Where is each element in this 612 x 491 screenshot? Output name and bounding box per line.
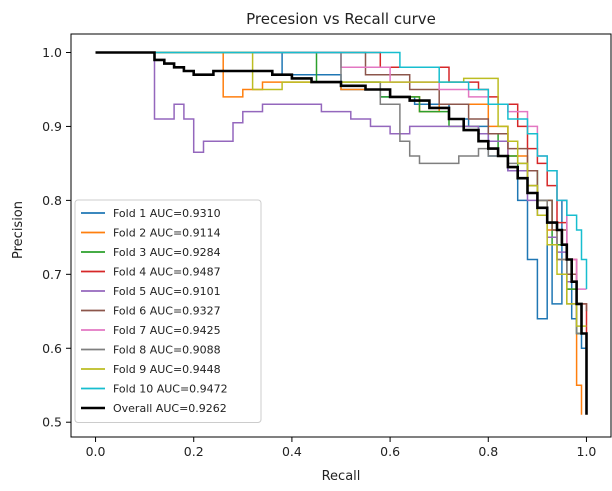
axes-layer: 0.0 0.2 0.4 0.6 0.8 1.0 0.5 0.6 0.7 0.8 0.9 1.0 [42, 33, 612, 459]
x-tick-label: 1.0 [577, 444, 597, 459]
x-axis-label: Recall [322, 469, 361, 484]
x-tick-label: 0.2 [184, 444, 204, 459]
legend-label: Fold 5 AUC=0.9101 [113, 285, 221, 298]
legend: Fold 1 AUC=0.9310 Fold 2 AUC=0.9114 Fold 3… [74, 199, 262, 423]
legend-label: Fold 8 AUC=0.9088 [113, 344, 221, 357]
chart-title: Precesion vs Recall curve [246, 10, 436, 28]
legend-label: Fold 9 AUC=0.9448 [113, 363, 221, 376]
x-tick-label: 0.8 [478, 444, 498, 459]
x-tick-label: 0.0 [86, 444, 106, 459]
legend-label: Fold 1 AUC=0.9310 [113, 207, 221, 220]
series-layer [95, 51, 588, 415]
y-tick-label: 0.9 [42, 119, 62, 134]
y-tick-label: 0.5 [42, 415, 62, 430]
plot-frame [70, 33, 612, 438]
legend-label: Fold 2 AUC=0.9114 [113, 227, 221, 240]
y-axis-label: Precision [11, 201, 26, 259]
legend-label: Fold 10 AUC=0.9472 [113, 383, 228, 396]
legend-label: Fold 7 AUC=0.9425 [113, 324, 221, 337]
series-line-11 [95, 51, 588, 415]
x-tick-label: 0.4 [282, 444, 302, 459]
y-tick-label: 0.6 [42, 341, 62, 356]
legend-label: Fold 3 AUC=0.9284 [113, 246, 221, 259]
legend-box [74, 199, 262, 423]
y-tick-label: 0.8 [42, 193, 62, 208]
y-tick-label: 0.7 [42, 267, 62, 282]
x-tick-label: 0.6 [380, 444, 400, 459]
legend-label: Fold 4 AUC=0.9487 [113, 266, 221, 279]
series-line-10 [95, 51, 588, 290]
series-line-9 [95, 51, 587, 327]
y-tick-label: 1.0 [42, 45, 62, 60]
legend-label: Overall AUC=0.9262 [113, 402, 227, 415]
legend-label: Fold 6 AUC=0.9327 [113, 305, 221, 318]
